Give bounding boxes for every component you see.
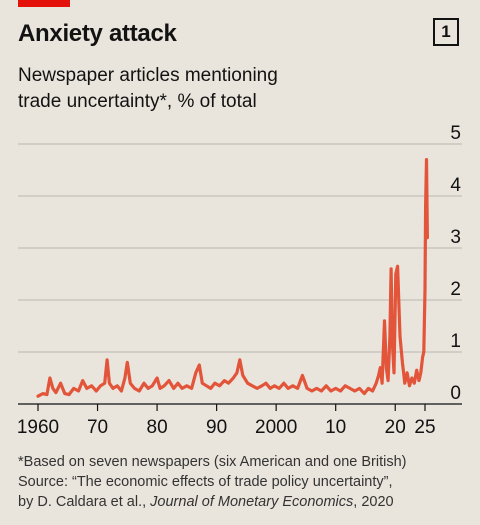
y-tick-label-5: 5 bbox=[450, 123, 461, 144]
source-line-1: Source: “The economic effects of trade p… bbox=[18, 474, 393, 490]
chart-subtitle: Newspaper articles mentioning trade unce… bbox=[18, 63, 458, 115]
chart-number-badge: 1 bbox=[433, 18, 459, 46]
y-tick-label-4: 4 bbox=[450, 175, 461, 196]
series-line-0 bbox=[36, 158, 429, 398]
x-tick-label-1990: 90 bbox=[206, 417, 227, 438]
footnote: *Based on seven newspapers (six American… bbox=[18, 454, 407, 470]
x-tick-label-2020: 20 bbox=[385, 417, 406, 438]
x-tick-label-2000: 2000 bbox=[255, 417, 297, 438]
x-tick-label-1960: 1960 bbox=[17, 417, 59, 438]
subtitle-line-1: Newspaper articles mentioning bbox=[18, 65, 278, 86]
brand-accent-bar bbox=[18, 0, 70, 7]
x-tick-label-1970: 70 bbox=[87, 417, 108, 438]
y-tick-label-1: 1 bbox=[450, 331, 461, 352]
x-tick-label-2025: 25 bbox=[414, 417, 435, 438]
source-journal: Journal of Monetary Economics bbox=[150, 494, 354, 510]
source-line-2: by D. Caldara et al., Journal of Monetar… bbox=[18, 492, 468, 512]
chart-footer: *Based on seven newspapers (six American… bbox=[18, 452, 468, 512]
y-tick-label-3: 3 bbox=[450, 227, 461, 248]
y-tick-label-2: 2 bbox=[450, 279, 461, 300]
chart-title: Anxiety attack bbox=[18, 20, 177, 47]
y-tick-label-0: 0 bbox=[450, 383, 461, 404]
subtitle-line-2: trade uncertainty*, % of total bbox=[18, 91, 257, 112]
source-authors: by D. Caldara et al., bbox=[18, 494, 151, 510]
x-tick-label-1980: 80 bbox=[147, 417, 168, 438]
x-tick-label-2010: 10 bbox=[325, 417, 346, 438]
source-year: , 2020 bbox=[353, 494, 394, 510]
